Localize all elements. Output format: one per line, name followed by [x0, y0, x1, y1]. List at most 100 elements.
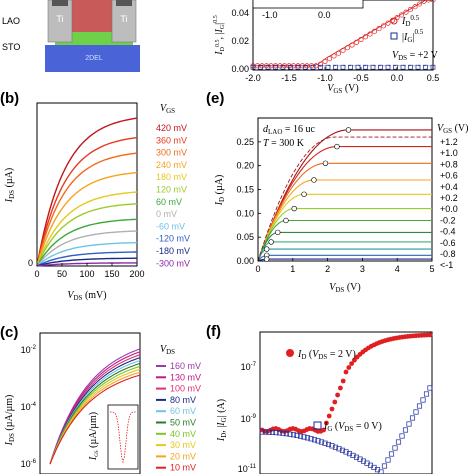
x-tick-label: -2.0	[245, 73, 261, 83]
y-tick-label: 0.20	[236, 161, 254, 171]
legend-label: 130 mV	[170, 372, 201, 382]
sto-substrate	[45, 45, 140, 72]
series-line-1	[36, 136, 138, 267]
series-line-10	[257, 254, 432, 262]
legend-label: 40 mV	[170, 429, 196, 439]
y-axis-label: ID, |IG| (A)	[216, 399, 228, 442]
legend-label: 0 mV	[156, 209, 177, 219]
data-point-id	[322, 58, 328, 64]
data-point-id	[427, 332, 433, 338]
data-point-id	[425, 0, 432, 3]
series-line-0	[36, 117, 138, 267]
data-point-ig	[301, 434, 307, 440]
legend-label: +0.0	[440, 204, 458, 214]
legend-marker-ig	[313, 421, 322, 430]
data-point-ig	[332, 444, 339, 450]
data-point-id	[353, 39, 360, 45]
data-point-ig	[258, 64, 263, 70]
data-point-id	[343, 369, 349, 375]
data-point-id	[324, 420, 329, 426]
series-line-4	[36, 191, 138, 267]
data-point-ig	[311, 437, 318, 443]
annotation-vds: VDS = +2 V	[392, 50, 439, 62]
legend-label: 160 mV	[170, 361, 201, 371]
y-tick-label: 10-4	[21, 402, 37, 412]
legend-label-ig: |IG|0.5	[402, 28, 424, 44]
legend-label: 20 mV	[170, 451, 196, 461]
data-point-id	[326, 56, 333, 62]
legend-label: +1.0	[440, 148, 458, 158]
data-point-id	[349, 42, 355, 48]
data-point-ig	[290, 432, 297, 438]
legend-label-ig: IG (VDS = 0 V)	[323, 421, 382, 433]
data-point-ig	[346, 451, 353, 457]
legend-marker-ig	[390, 32, 398, 40]
data-point-id	[340, 47, 346, 54]
plot-frame	[259, 331, 433, 474]
series-line-0	[257, 129, 432, 262]
data-point-ig	[262, 429, 269, 435]
data-point-id	[358, 36, 364, 43]
data-point-id	[412, 4, 418, 10]
data-point-ig	[395, 439, 402, 445]
data-point-ig	[416, 403, 423, 409]
legend-label: 120 mV	[156, 185, 187, 195]
legend-label: <-1	[440, 260, 453, 270]
knee-marker	[311, 177, 317, 183]
data-point-ig	[325, 64, 331, 70]
series-line-10	[36, 257, 137, 267]
data-point-id	[362, 34, 369, 40]
legend-label: 240 mV	[156, 160, 187, 170]
annotation-temperature: T = 300 K	[263, 138, 305, 149]
knee-marker	[345, 127, 352, 133]
data-point-ig	[273, 430, 279, 436]
data-point-ig	[340, 64, 346, 70]
data-point-id	[376, 26, 382, 32]
panel-label-e: (e)	[206, 90, 224, 107]
data-point-ig	[339, 447, 346, 453]
y-axis-label: IDS (µA)	[4, 168, 16, 203]
knee-marker	[268, 239, 274, 245]
data-point-ig	[304, 435, 311, 441]
legend-label: 60 mV	[156, 197, 182, 207]
inset-tick-label: 0.0	[318, 10, 331, 20]
data-point-ig	[427, 385, 433, 391]
contact-left	[47, 0, 73, 43]
inset-y-axis-label: IGS (µA/µm)	[88, 412, 100, 461]
data-point-ig	[413, 409, 419, 415]
data-point-id	[329, 406, 335, 412]
legend-label: 300 mV	[156, 148, 187, 158]
data-point-id	[430, 0, 436, 3]
x-tick-label: 100	[79, 269, 94, 279]
data-point-ig	[408, 64, 413, 70]
x-tick-label: 1	[290, 264, 295, 274]
y-tick-label: 10-6	[21, 459, 37, 469]
series-line-2	[257, 162, 432, 262]
legend-title: VDS	[160, 344, 175, 356]
legend-marker-id	[286, 349, 294, 357]
legend-label: -0.4	[440, 227, 456, 237]
data-point-ig	[388, 451, 395, 457]
legend-label: 360 mV	[156, 135, 187, 145]
data-point-id	[416, 1, 423, 7]
legend-label: -300 mV	[156, 258, 190, 268]
data-point-ig	[393, 64, 398, 70]
inset-tick-label: -1.0	[262, 10, 278, 20]
legend-label: -60 mV	[156, 221, 185, 231]
legend-label: -0.8	[440, 249, 456, 259]
y-tick-label: 0.02	[231, 36, 249, 46]
series-line-9	[49, 374, 141, 465]
legend-label: 30 mV	[170, 440, 196, 450]
x-tick-label: 200	[129, 269, 144, 279]
data-point-id	[335, 392, 340, 398]
panel-label-b: (b)	[0, 90, 19, 107]
x-tick-label: 0	[255, 264, 260, 274]
legend-label: 420 mV	[156, 123, 187, 133]
legend-label-id: ID (VDS = 2 V)	[297, 349, 356, 361]
series-line-9	[257, 248, 432, 262]
data-point-ig	[402, 427, 409, 433]
legend-label: +0.2	[440, 193, 458, 203]
x-tick-label: -1.5	[281, 73, 297, 83]
